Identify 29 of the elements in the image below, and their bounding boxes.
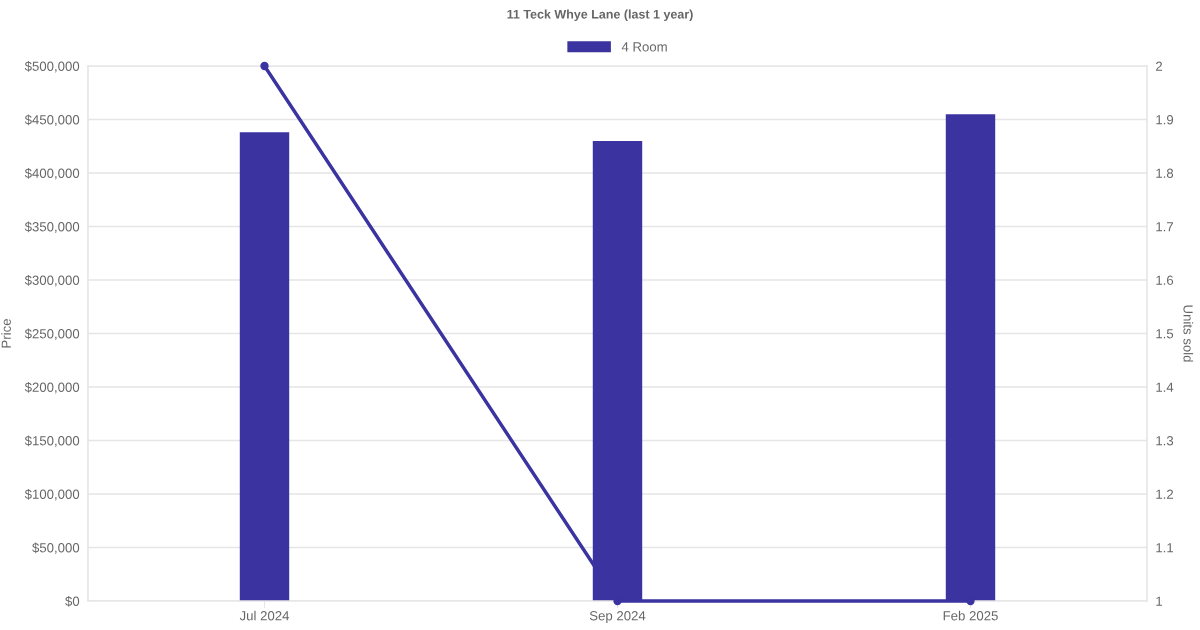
x-tick-label: Sep 2024: [589, 611, 646, 624]
y-tick-label: $100,000: [24, 489, 80, 501]
y-tick-label: $250,000: [24, 328, 80, 340]
y-axis-title: Price: [1, 319, 11, 348]
y2-tick-label: 1.7: [1156, 222, 1174, 232]
y2-tick-label: 1.6: [1156, 275, 1174, 285]
x-tick-label: Feb 2025: [943, 610, 998, 621]
y2-axis-title: Units sold: [1183, 305, 1194, 362]
y-tick-label: $400,000: [24, 168, 80, 180]
y-tick-label: $200,000: [24, 382, 80, 394]
y2-tick-label: 1.8: [1156, 168, 1174, 178]
y2-tick-label: 1: [1156, 596, 1163, 606]
y-tick-label: $150,000: [24, 435, 80, 447]
y2-tick-label: 1.1: [1156, 543, 1174, 553]
y-tick-label: $300,000: [24, 275, 80, 287]
y2-tick-label: 1.3: [1156, 436, 1174, 446]
y2-tick-label: 1.5: [1156, 329, 1174, 339]
chart-title: 11 Teck Whye Lane (last 1 year): [507, 9, 693, 22]
y2-tick-label: 2: [1156, 61, 1163, 71]
y-tick-label: $0: [65, 596, 80, 607]
y2-tick-label: 1.9: [1156, 115, 1174, 125]
y-tick-label: $450,000: [24, 114, 80, 126]
y2-tick-label: 1.4: [1156, 382, 1174, 392]
legend-label: 4 Room: [621, 42, 667, 52]
y2-tick-label: 1.2: [1156, 489, 1174, 499]
y-tick-label: $50,000: [32, 542, 80, 554]
x-tick-label: Jul 2024: [239, 610, 290, 621]
y-tick-label: $500,000: [24, 61, 80, 73]
y-tick-label: $350,000: [24, 221, 80, 233]
